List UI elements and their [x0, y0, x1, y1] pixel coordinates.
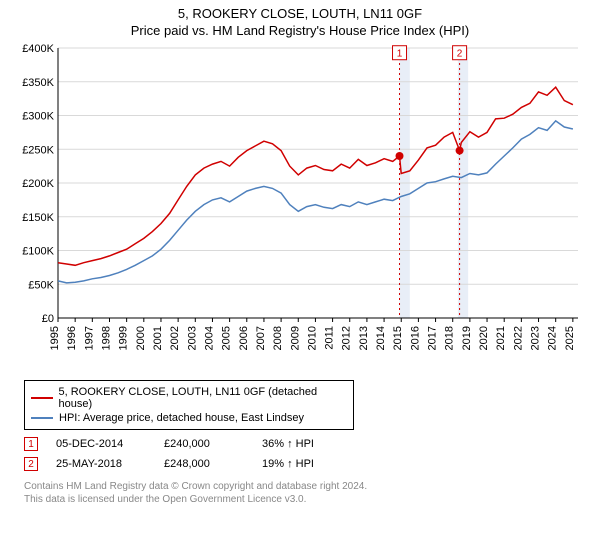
svg-text:2007: 2007 [255, 326, 267, 350]
svg-text:2018: 2018 [444, 326, 456, 350]
svg-text:1998: 1998 [100, 326, 112, 350]
event-pct-vs-hpi: 19% ↑ HPI [262, 458, 352, 470]
event-date: 25-MAY-2018 [56, 458, 146, 470]
svg-text:1996: 1996 [66, 326, 78, 350]
svg-text:1997: 1997 [83, 326, 95, 350]
svg-text:2: 2 [457, 49, 463, 60]
svg-text:£200K: £200K [22, 178, 54, 190]
legend-row: HPI: Average price, detached house, East… [31, 411, 347, 425]
svg-text:2001: 2001 [152, 326, 164, 350]
event-row: 1 05-DEC-2014 £240,000 36% ↑ HPI [24, 434, 588, 454]
svg-text:2008: 2008 [272, 326, 284, 350]
svg-text:£50K: £50K [28, 279, 54, 291]
svg-text:2011: 2011 [324, 326, 336, 350]
svg-text:2005: 2005 [221, 326, 233, 350]
svg-text:2023: 2023 [530, 326, 542, 350]
svg-text:2012: 2012 [341, 326, 353, 350]
event-price: £240,000 [164, 438, 244, 450]
svg-text:£300K: £300K [22, 111, 54, 123]
title-subtitle: Price paid vs. HM Land Registry's House … [0, 21, 600, 38]
svg-text:2004: 2004 [203, 326, 215, 350]
event-date: 05-DEC-2014 [56, 438, 146, 450]
title-address: 5, ROOKERY CLOSE, LOUTH, LN11 0GF [0, 6, 600, 21]
svg-text:2017: 2017 [427, 326, 439, 350]
footer-attribution: Contains HM Land Registry data © Crown c… [24, 480, 588, 506]
svg-text:£400K: £400K [22, 44, 54, 55]
svg-text:2022: 2022 [512, 326, 524, 350]
svg-text:2019: 2019 [461, 326, 473, 350]
event-pct-vs-hpi: 36% ↑ HPI [262, 438, 352, 450]
footer-line1: Contains HM Land Registry data © Crown c… [24, 480, 588, 493]
svg-text:£100K: £100K [22, 246, 54, 258]
legend-label: 5, ROOKERY CLOSE, LOUTH, LN11 0GF (detac… [59, 386, 348, 410]
event-price: £248,000 [164, 458, 244, 470]
legend-swatch [31, 397, 53, 399]
svg-text:2002: 2002 [169, 326, 181, 350]
legend-row: 5, ROOKERY CLOSE, LOUTH, LN11 0GF (detac… [31, 385, 347, 411]
svg-text:2024: 2024 [547, 326, 559, 350]
event-marker: 2 [24, 457, 38, 471]
svg-text:2015: 2015 [392, 326, 404, 350]
svg-text:2016: 2016 [409, 326, 421, 350]
chart-area: £0 £50K £100K £150K £200K £250K £300K £350K £400… [12, 44, 588, 374]
event-row: 2 25-MAY-2018 £248,000 19% ↑ HPI [24, 454, 588, 474]
event-marker: 1 [24, 437, 38, 451]
svg-text:£350K: £350K [22, 77, 54, 89]
svg-text:2000: 2000 [135, 326, 147, 350]
chart-title-area: 5, ROOKERY CLOSE, LOUTH, LN11 0GF Price … [0, 0, 600, 38]
svg-text:2014: 2014 [375, 326, 387, 350]
svg-text:£0: £0 [42, 313, 54, 325]
legend-box: 5, ROOKERY CLOSE, LOUTH, LN11 0GF (detac… [24, 380, 354, 430]
svg-text:1995: 1995 [49, 326, 61, 350]
legend-swatch [31, 417, 53, 419]
svg-text:2009: 2009 [289, 326, 301, 350]
footer-line2: This data is licensed under the Open Gov… [24, 493, 588, 506]
svg-text:2020: 2020 [478, 326, 490, 350]
svg-text:£250K: £250K [22, 144, 54, 156]
svg-text:2006: 2006 [238, 326, 250, 350]
svg-text:2021: 2021 [495, 326, 507, 350]
svg-text:1999: 1999 [118, 326, 130, 350]
svg-text:2003: 2003 [186, 326, 198, 350]
svg-text:2010: 2010 [306, 326, 318, 350]
svg-text:2013: 2013 [358, 326, 370, 350]
svg-text:£150K: £150K [22, 212, 54, 224]
line-chart-svg: £0 £50K £100K £150K £200K £250K £300K £350K £400… [12, 44, 588, 374]
events-list: 1 05-DEC-2014 £240,000 36% ↑ HPI 2 25-MAY-201… [24, 434, 588, 474]
legend-label: HPI: Average price, detached house, East… [59, 412, 304, 424]
svg-text:2025: 2025 [564, 326, 576, 350]
svg-text:1: 1 [397, 49, 403, 60]
